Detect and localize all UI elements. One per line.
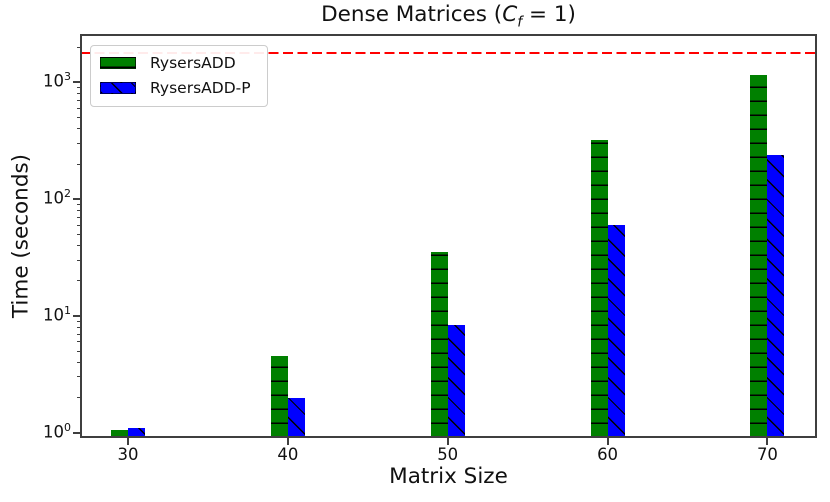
bar-RysersADD-40 (270, 356, 288, 438)
x-tick-label: 70 (756, 445, 778, 464)
legend-row: RysersADD (100, 54, 251, 72)
bar-RysersADD-P-70 (767, 154, 785, 438)
timeout-line (80, 51, 817, 54)
x-tick-label: 30 (117, 445, 139, 464)
chart-title-suffix: = 1) (522, 2, 576, 27)
y-axis-label: Time (seconds) (8, 153, 34, 319)
y-minor-tick (76, 320, 80, 322)
y-minor-tick (76, 93, 80, 95)
y-minor-tick (76, 87, 80, 89)
x-tick (446, 438, 449, 445)
y-minor-tick (76, 128, 80, 130)
y-tick-label: 102 (43, 187, 71, 208)
y-minor-tick (76, 107, 80, 109)
y-minor-tick (76, 233, 80, 235)
legend-swatch-icon (100, 82, 136, 94)
y-minor-tick (76, 361, 80, 363)
y-minor-tick (76, 46, 80, 48)
y-minor-tick (76, 100, 80, 102)
bar-RysersADD-50 (430, 252, 448, 438)
y-major-tick (73, 431, 80, 434)
y-minor-tick (76, 117, 80, 119)
y-tick-exponent: 2 (64, 187, 71, 201)
bar-RysersADD-30 (110, 430, 128, 438)
x-tick (126, 438, 129, 445)
x-tick-label: 60 (597, 445, 619, 464)
chart-title-variable: C (502, 2, 518, 27)
x-tick (606, 438, 609, 445)
y-minor-tick (76, 209, 80, 211)
y-tick-exponent: 0 (64, 420, 71, 434)
bar-RysersADD-P-30 (127, 427, 145, 438)
bar-RysersADD-70 (750, 75, 768, 438)
y-tick-label: 101 (43, 303, 71, 325)
x-tick (766, 438, 769, 445)
y-minor-tick (76, 280, 80, 282)
y-minor-tick (76, 333, 80, 335)
legend-label: RysersADD (150, 54, 236, 72)
chart-title: Dense Matrices (Cf = 1) (80, 0, 817, 30)
y-tick-exponent: 3 (64, 70, 71, 84)
x-tick-label: 40 (277, 445, 299, 464)
y-minor-tick (76, 163, 80, 165)
chart-title-subscript: f (517, 14, 523, 31)
y-tick-label: 100 (43, 420, 71, 442)
y-tick-label: 103 (43, 70, 71, 91)
x-tick-label: 50 (437, 445, 459, 464)
legend: RysersADD RysersADD-P (90, 45, 268, 107)
y-major-tick (73, 198, 80, 201)
x-tick (286, 438, 289, 445)
y-major-tick (73, 314, 80, 317)
legend-swatch-icon (100, 57, 136, 69)
y-minor-tick (76, 142, 80, 144)
chart-title-prefix: Dense Matrices ( (321, 2, 503, 27)
x-axis-label: Matrix Size (389, 464, 508, 489)
y-minor-tick (76, 245, 80, 247)
y-minor-tick (76, 326, 80, 328)
y-minor-tick (76, 376, 80, 378)
y-minor-tick (76, 397, 80, 399)
bar-RysersADD-60 (590, 140, 608, 438)
legend-row: RysersADD-P (100, 79, 251, 97)
y-minor-tick (76, 350, 80, 352)
bar-RysersADD-P-40 (287, 397, 305, 438)
y-minor-tick (76, 224, 80, 226)
bar-RysersADD-P-60 (607, 225, 625, 438)
y-minor-tick (76, 341, 80, 343)
bar-RysersADD-P-50 (447, 325, 465, 438)
y-minor-tick (76, 259, 80, 261)
y-major-tick (73, 81, 80, 84)
legend-label: RysersADD-P (150, 79, 251, 97)
y-tick-exponent: 1 (64, 303, 71, 317)
y-minor-tick (76, 216, 80, 218)
y-minor-tick (76, 204, 80, 206)
